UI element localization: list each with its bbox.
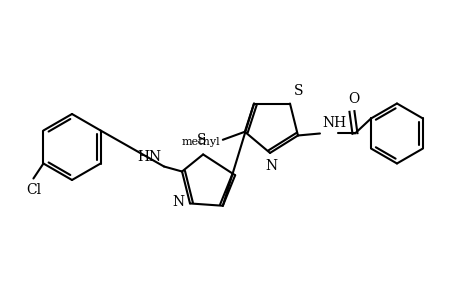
Text: methyl: methyl — [181, 137, 219, 147]
Text: N: N — [172, 195, 184, 209]
Text: N: N — [264, 159, 276, 173]
Text: Cl: Cl — [26, 182, 41, 197]
Text: NH: NH — [321, 116, 345, 130]
Text: S: S — [293, 84, 303, 98]
Text: S: S — [196, 134, 206, 147]
Text: O: O — [347, 92, 359, 106]
Text: HN: HN — [137, 149, 161, 164]
